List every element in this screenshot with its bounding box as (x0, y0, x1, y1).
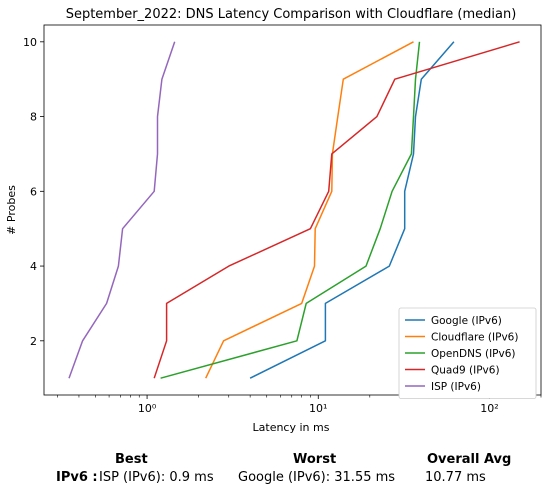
x-tick-label: 10¹ (309, 402, 327, 415)
summary-overall-value: 10.77 ms (425, 470, 486, 485)
y-tick-label: 10 (23, 36, 37, 49)
y-tick-label: 4 (30, 260, 37, 273)
legend-label-3: Quad9 (IPv6) (431, 365, 500, 377)
x-axis-label: Latency in ms (253, 421, 330, 434)
summary-overall-header: Overall Avg (427, 452, 512, 467)
summary-worst-value: Google (IPv6): 31.55 ms (238, 470, 396, 485)
summary-worst-header: Worst (293, 452, 337, 467)
series-line-3 (153, 41, 520, 379)
y-tick-label: 6 (30, 185, 37, 198)
series-line-0 (249, 41, 455, 379)
x-tick-label: 10⁰ (138, 402, 157, 415)
summary-best-header: Best (115, 452, 148, 467)
legend-label-1: Cloudflare (IPv6) (431, 332, 518, 344)
y-tick-label: 2 (30, 335, 37, 348)
y-tick-label: 8 (30, 111, 37, 124)
series-line-2 (160, 41, 421, 379)
x-tick-label: 10² (480, 402, 498, 415)
dns-latency-chart: September_2022: DNS Latency Comparison w… (5, 7, 542, 434)
legend: Google (IPv6) Cloudflare (IPv6) OpenDNS (I… (398, 307, 537, 399)
plot-area: 2 4 6 8 10 10⁰ 10¹ 10² (23, 24, 542, 415)
legend-label-0: Google (IPv6) (431, 315, 502, 327)
legend-label-4: ISP (IPv6) (431, 381, 481, 393)
chart-title: September_2022: DNS Latency Comparison w… (66, 7, 517, 22)
summary-table: Best Worst Overall Avg IPv6 : ISP (IPv6)… (0, 448, 548, 496)
legend-box (398, 307, 537, 399)
series-line-4 (68, 41, 176, 379)
y-axis-label: # Probes (5, 185, 18, 235)
series-line-1 (205, 41, 414, 379)
summary-best-value: ISP (IPv6): 0.9 ms (99, 470, 214, 485)
plot-frame (43, 24, 542, 396)
summary-row-label: IPv6 : (56, 470, 98, 485)
legend-label-2: OpenDNS (IPv6) (431, 348, 516, 360)
